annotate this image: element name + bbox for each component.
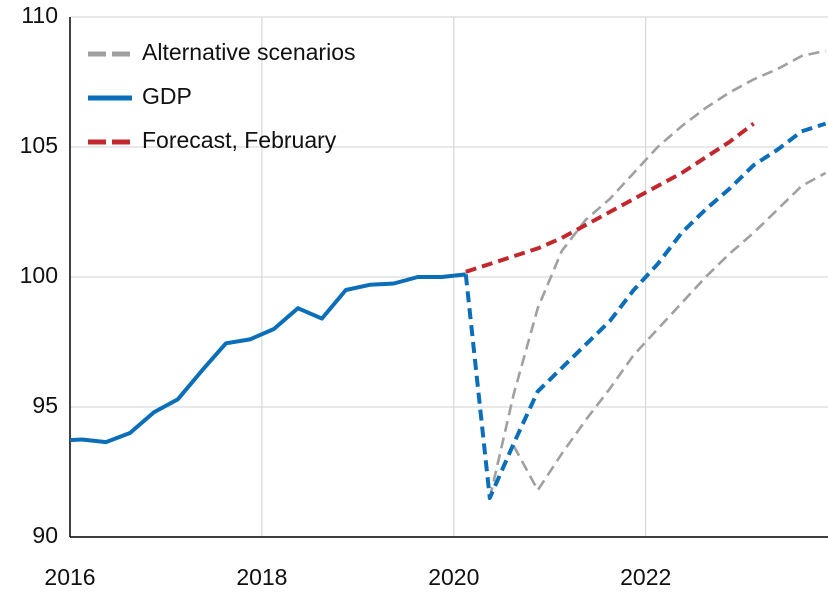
line-lower — [512, 171, 827, 492]
line-upper — [488, 49, 826, 499]
y-tick-label: 100 — [20, 262, 58, 288]
y-tick-label: 110 — [21, 2, 58, 28]
x-tick-label: 2016 — [44, 564, 95, 590]
x-tick-label: 2018 — [236, 564, 287, 590]
labels: 90 95 100 105 110 2016 2018 2020 2022 — [20, 2, 672, 590]
x-tick-label: 2020 — [428, 564, 479, 590]
legend-label: GDP — [142, 83, 192, 109]
y-tick-label: 90 — [32, 522, 58, 548]
lines — [70, 49, 827, 500]
legend: Alternative scenarios GDP Forecast, Februa… — [88, 39, 356, 153]
legend-label: Forecast, February — [142, 127, 337, 153]
x-tick-label: 2022 — [620, 564, 671, 590]
line-values — [465, 122, 755, 274]
y-tick-label: 105 — [20, 132, 58, 158]
legend-label: Alternative scenarios — [142, 39, 356, 65]
y-tick-label: 95 — [32, 392, 58, 418]
line-values — [70, 272, 467, 445]
line-projection — [463, 121, 827, 500]
